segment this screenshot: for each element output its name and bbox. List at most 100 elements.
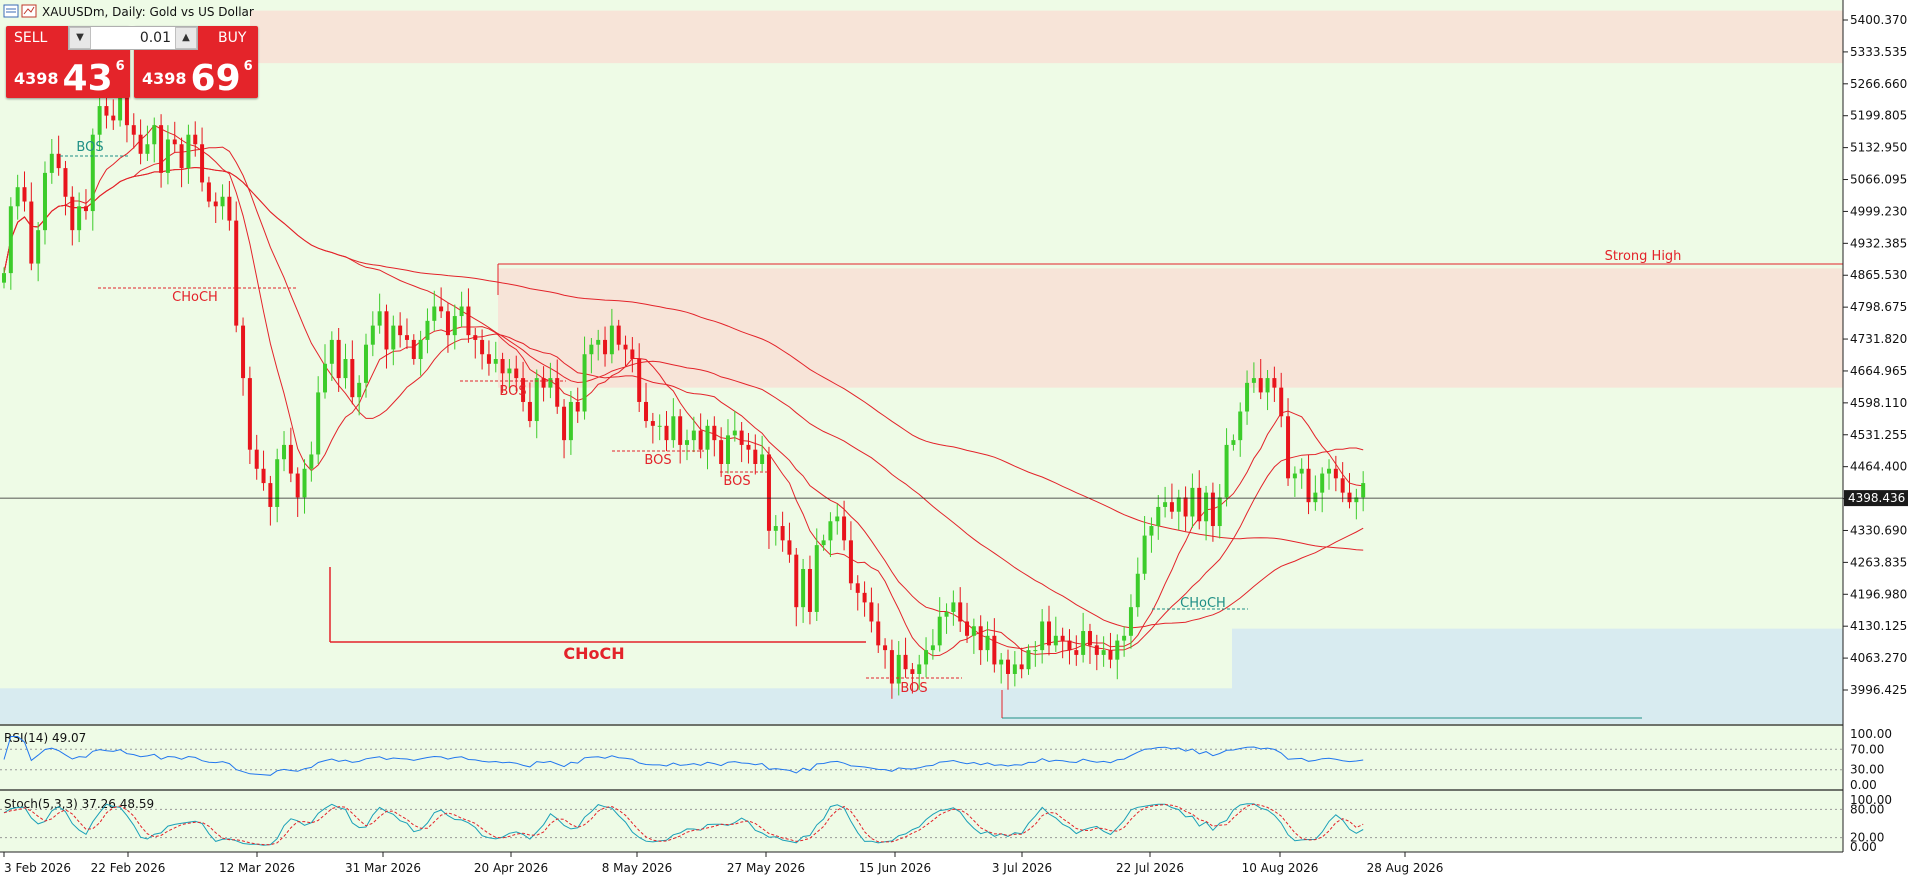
bear-candle[interactable] — [1046, 621, 1051, 646]
bull-candle[interactable] — [596, 339, 601, 345]
bear-candle[interactable] — [644, 401, 649, 422]
chart-window-icon[interactable] — [3, 4, 19, 18]
bear-candle[interactable] — [958, 602, 963, 622]
bear-candle[interactable] — [124, 91, 129, 126]
bull-candle[interactable] — [343, 359, 348, 379]
bear-candle[interactable] — [138, 134, 143, 154]
lot-decrease-button[interactable]: ▼ — [69, 27, 91, 49]
bull-candle[interactable] — [275, 459, 280, 507]
bear-candle[interactable] — [439, 306, 444, 312]
bull-candle[interactable] — [548, 378, 553, 388]
bull-candle[interactable] — [507, 368, 512, 374]
bull-candle[interactable] — [773, 526, 778, 531]
bear-candle[interactable] — [514, 368, 519, 379]
bull-candle[interactable] — [432, 306, 437, 321]
bull-candle[interactable] — [1163, 502, 1168, 507]
bull-candle[interactable] — [391, 325, 396, 350]
bull-candle[interactable] — [924, 650, 929, 665]
bull-candle[interactable] — [725, 435, 730, 464]
bear-candle[interactable] — [206, 182, 211, 202]
bear-candle[interactable] — [261, 468, 266, 484]
bear-candle[interactable] — [480, 339, 485, 355]
bear-candle[interactable] — [876, 621, 881, 646]
bull-candle[interactable] — [589, 344, 594, 355]
bear-candle[interactable] — [678, 416, 683, 445]
bull-candle[interactable] — [944, 611, 949, 617]
bull-candle[interactable] — [49, 153, 54, 173]
bull-candle[interactable] — [8, 206, 13, 274]
bear-candle[interactable] — [1347, 492, 1352, 503]
bull-candle[interactable] — [1101, 650, 1106, 655]
lot-increase-button[interactable]: ▲ — [175, 27, 197, 49]
bull-candle[interactable] — [1128, 607, 1133, 636]
bull-candle[interactable] — [691, 430, 696, 441]
bull-candle[interactable] — [363, 344, 368, 383]
bull-candle[interactable] — [357, 382, 362, 398]
bull-candle[interactable] — [220, 196, 225, 207]
bear-candle[interactable] — [1279, 387, 1284, 417]
bull-candle[interactable] — [377, 311, 382, 326]
bear-candle[interactable] — [404, 335, 409, 340]
bull-candle[interactable] — [145, 144, 150, 154]
bear-candle[interactable] — [780, 526, 785, 541]
bull-candle[interactable] — [1361, 483, 1366, 498]
bull-candle[interactable] — [732, 430, 737, 436]
bull-candle[interactable] — [493, 359, 498, 364]
bull-candle[interactable] — [302, 468, 307, 498]
bear-candle[interactable] — [295, 473, 300, 498]
bull-candle[interactable] — [951, 602, 956, 612]
bear-candle[interactable] — [719, 440, 724, 464]
bull-candle[interactable] — [609, 325, 614, 355]
bear-candle[interactable] — [630, 349, 635, 360]
bull-candle[interactable] — [1115, 640, 1120, 660]
bull-candle[interactable] — [1320, 473, 1325, 493]
bear-candle[interactable] — [193, 134, 198, 145]
bull-candle[interactable] — [835, 516, 840, 522]
bear-candle[interactable] — [384, 311, 389, 350]
bear-candle[interactable] — [746, 444, 751, 450]
bear-candle[interactable] — [992, 635, 997, 665]
bear-candle[interactable] — [541, 378, 546, 388]
bull-candle[interactable] — [1204, 492, 1209, 522]
bull-candle[interactable] — [760, 454, 765, 464]
bear-candle[interactable] — [848, 540, 853, 584]
bull-candle[interactable] — [1135, 573, 1140, 608]
bull-candle[interactable] — [186, 134, 191, 169]
bull-candle[interactable] — [896, 654, 901, 684]
bull-candle[interactable] — [370, 325, 375, 345]
bear-candle[interactable] — [1197, 487, 1202, 522]
bull-candle[interactable] — [1033, 650, 1038, 652]
bull-candle[interactable] — [36, 230, 41, 264]
bull-candle[interactable] — [1012, 664, 1017, 674]
bull-candle[interactable] — [1292, 473, 1297, 479]
bull-candle[interactable] — [323, 363, 328, 393]
bear-candle[interactable] — [616, 325, 621, 345]
bear-candle[interactable] — [268, 483, 273, 507]
bear-candle[interactable] — [978, 626, 983, 651]
bull-candle[interactable] — [1224, 444, 1229, 498]
bull-candle[interactable] — [814, 545, 819, 612]
bull-candle[interactable] — [1238, 411, 1243, 441]
bull-candle[interactable] — [165, 139, 170, 173]
chart-type-icon[interactable] — [21, 4, 37, 18]
bear-candle[interactable] — [637, 359, 642, 402]
bear-candle[interactable] — [1067, 640, 1072, 651]
bull-candle[interactable] — [1081, 631, 1086, 655]
bear-candle[interactable] — [159, 125, 164, 173]
bear-candle[interactable] — [712, 425, 717, 441]
bear-candle[interactable] — [1333, 468, 1338, 479]
bull-candle[interactable] — [1245, 382, 1250, 412]
bear-candle[interactable] — [172, 139, 177, 145]
bear-candle[interactable] — [1169, 502, 1174, 512]
bear-candle[interactable] — [445, 311, 450, 336]
bear-candle[interactable] — [1286, 416, 1291, 479]
bear-candle[interactable] — [500, 359, 505, 374]
bull-candle[interactable] — [705, 425, 710, 450]
bull-candle[interactable] — [685, 440, 689, 445]
bear-candle[interactable] — [227, 196, 232, 221]
bear-candle[interactable] — [855, 583, 860, 593]
bear-candle[interactable] — [739, 430, 744, 445]
bull-candle[interactable] — [1040, 621, 1045, 651]
bear-candle[interactable] — [842, 516, 847, 541]
bull-candle[interactable] — [1190, 487, 1195, 517]
